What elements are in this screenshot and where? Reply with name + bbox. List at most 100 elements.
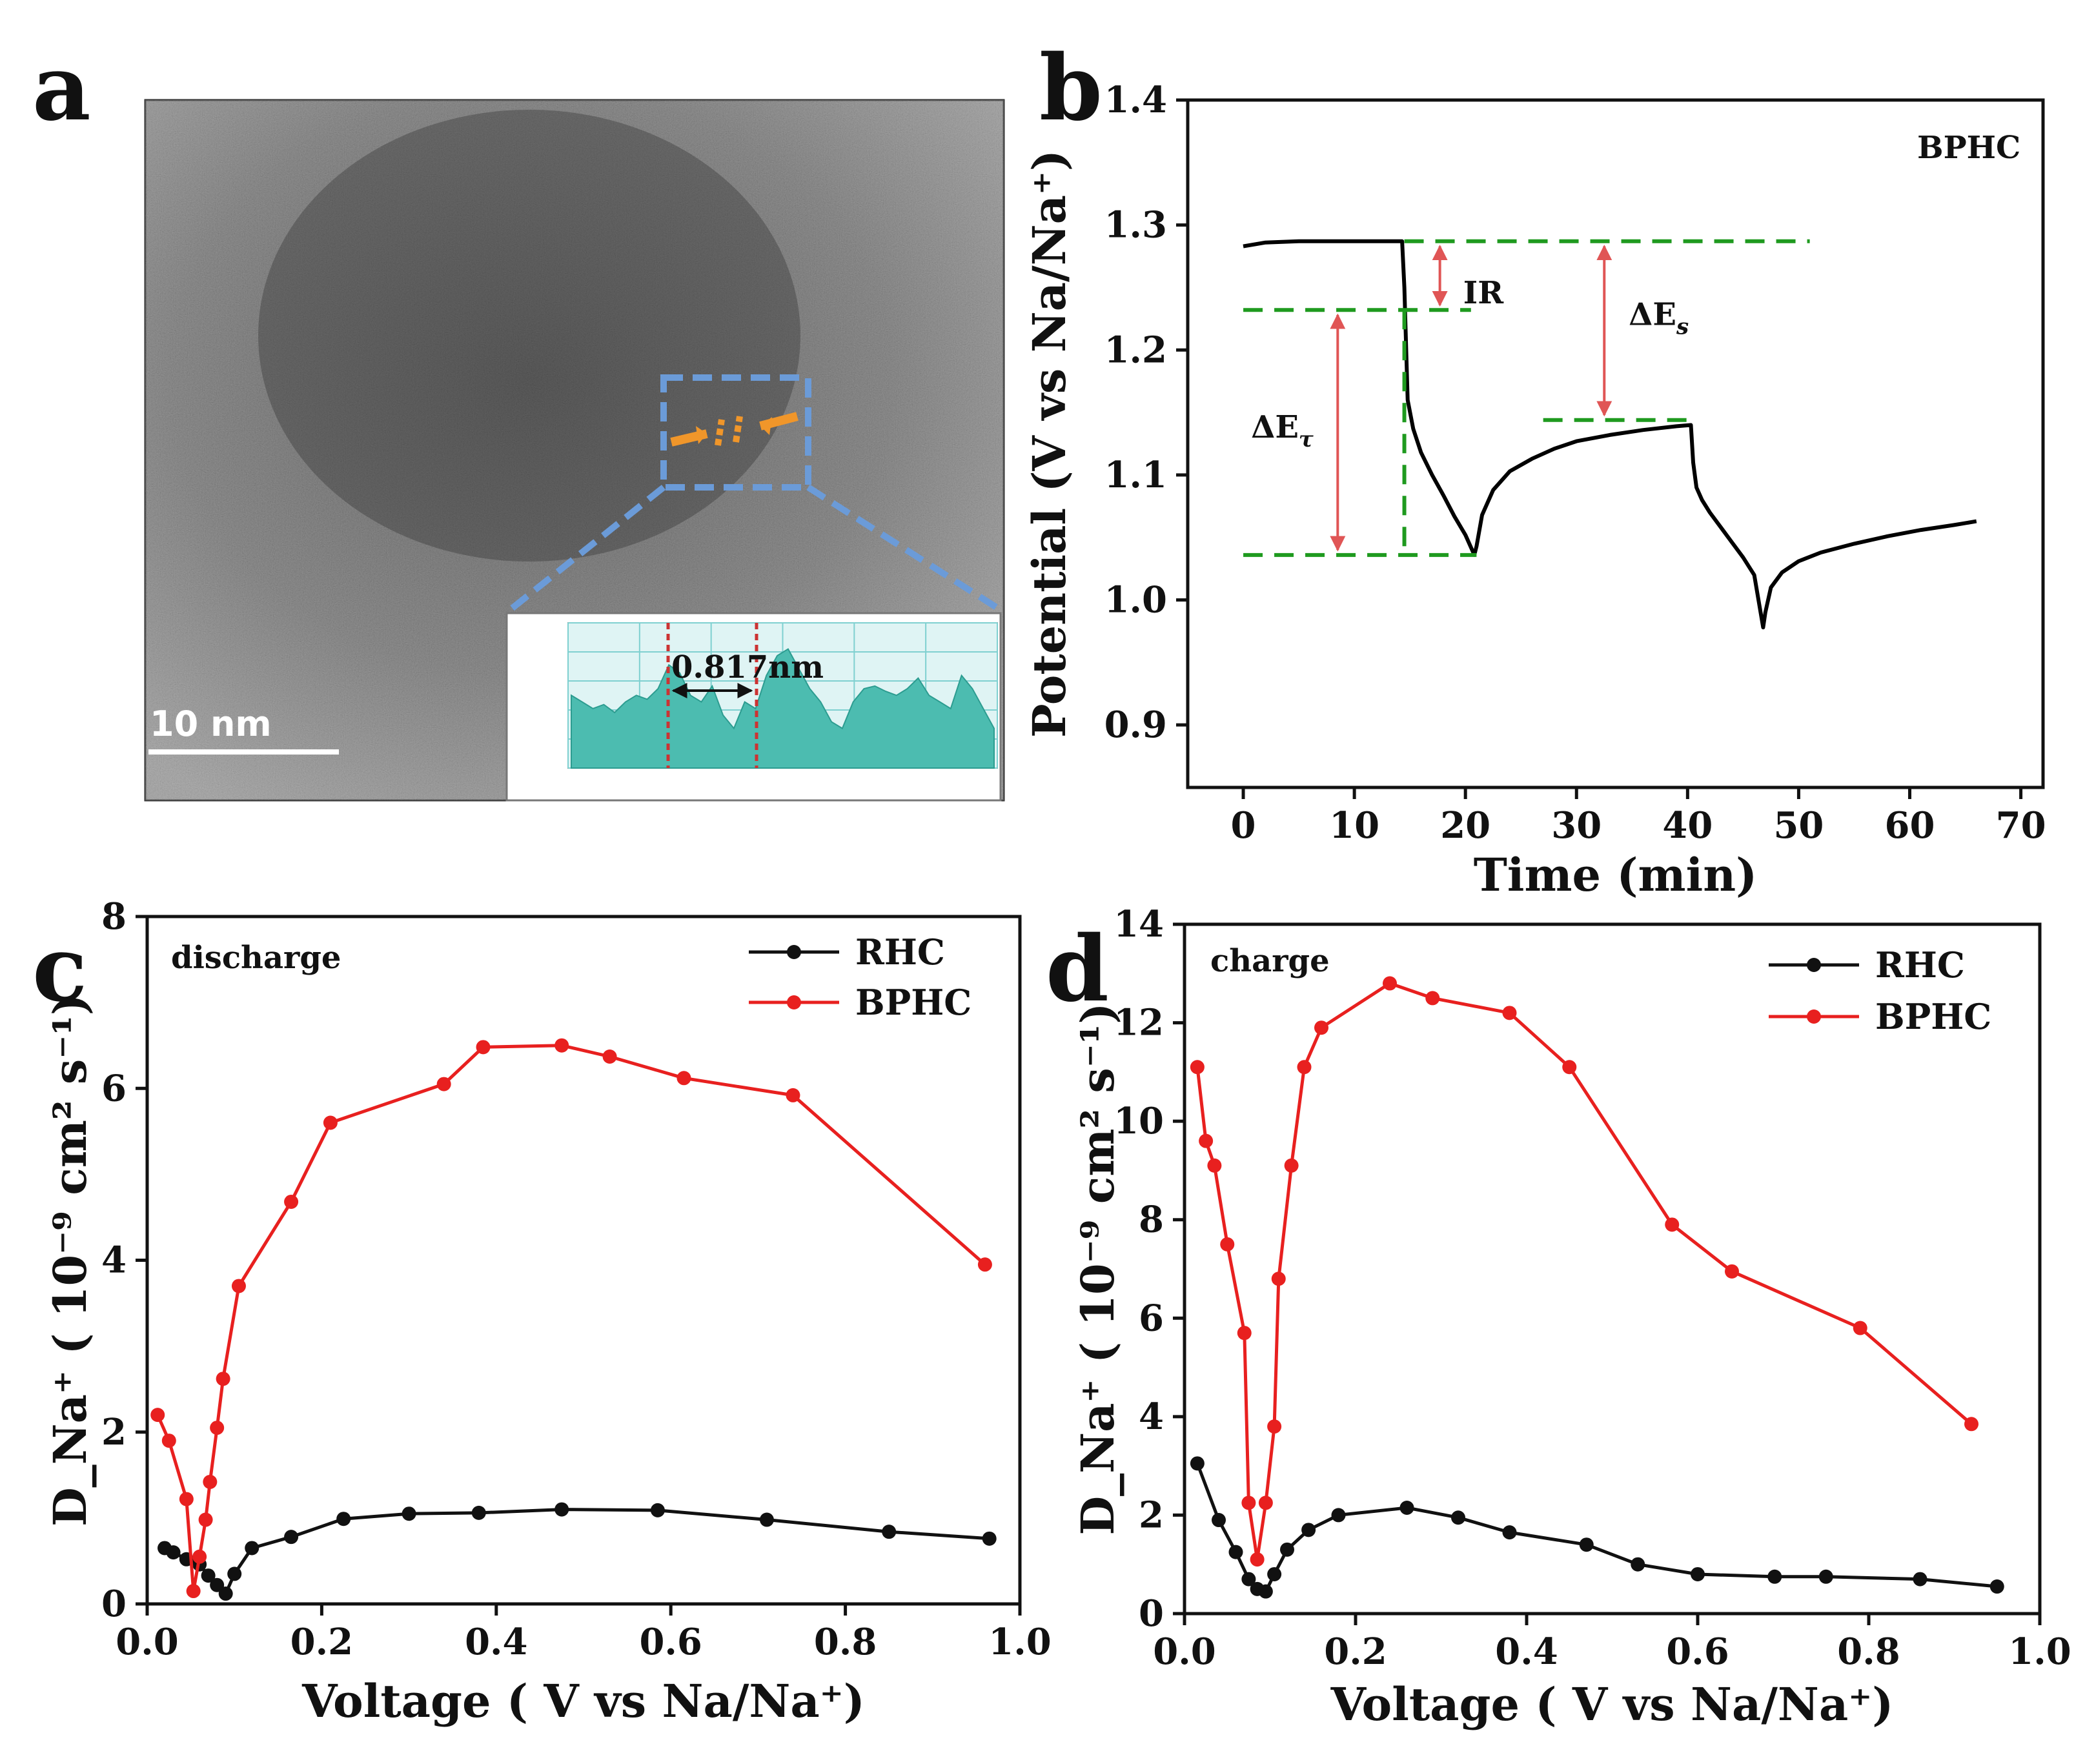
data-point-bphc — [476, 1040, 491, 1055]
plot-frame — [1186, 98, 2045, 789]
data-point-rhc — [1399, 1500, 1414, 1515]
data-point-rhc — [882, 1525, 897, 1539]
series-line-rhc — [1195, 1463, 1998, 1594]
data-point-rhc — [1913, 1572, 1927, 1587]
data-point-rhc — [1301, 1523, 1316, 1537]
data-point-bphc — [1190, 1060, 1205, 1075]
data-point-rhc — [1818, 1569, 1833, 1584]
data-point-bphc — [198, 1512, 213, 1527]
x-tick-label: 0.6 — [639, 1621, 702, 1663]
data-point-rhc — [1228, 1545, 1243, 1559]
data-point-rhc — [1331, 1508, 1346, 1523]
x-tick-label: 0.8 — [814, 1621, 877, 1663]
data-point-bphc — [1314, 1020, 1328, 1035]
data-point-bphc — [1220, 1237, 1235, 1252]
data-point-bphc — [676, 1071, 691, 1086]
annotation-es: ΔEs — [1629, 297, 1689, 340]
y-axis-label: Potential (V vs Na/Na⁺) — [1022, 150, 1076, 738]
panel-b-label: BPHC — [1917, 130, 2020, 166]
y-tick-label: 0 — [101, 1583, 127, 1625]
plot-frame — [1183, 922, 2042, 1616]
data-point-bphc — [210, 1421, 225, 1435]
x-tick-label: 60 — [1885, 804, 1935, 847]
data-point-bphc — [1284, 1158, 1299, 1173]
zoom-line-right — [806, 484, 1002, 613]
data-point-rhc — [759, 1512, 774, 1527]
annotation-ir: IR — [1463, 275, 1504, 311]
data-point-rhc — [471, 1505, 486, 1520]
selection-frame — [660, 374, 811, 491]
x-tick-label: 0.8 — [1837, 1630, 1900, 1673]
data-point-rhc — [1267, 1566, 1282, 1581]
x-tick-label: 0.2 — [1324, 1630, 1387, 1673]
x-tick-label: 0.0 — [116, 1621, 178, 1663]
x-tick-label: 70 — [1996, 804, 2046, 847]
x-tick-label: 1.0 — [988, 1621, 1051, 1663]
x-tick-label: 10 — [1329, 804, 1379, 847]
data-point-rhc — [1258, 1584, 1273, 1599]
legend-marker-bphc — [787, 995, 801, 1009]
data-point-bphc — [1267, 1419, 1282, 1434]
data-point-bphc — [1199, 1133, 1214, 1148]
series-line-rhc — [163, 1508, 990, 1596]
data-point-bphc — [203, 1474, 218, 1489]
x-tick-label: 50 — [1773, 804, 1824, 847]
y-tick-label: 14 — [1114, 903, 1164, 946]
panel-b: b 0 10 20 30 40 50 60 70 0.9 1.0 1.1 1.2 1.3 1.4 Time … — [1022, 35, 2046, 902]
inset-profile: 0.817nm — [505, 612, 1002, 802]
y-tick-label: 1.4 — [1104, 79, 1167, 121]
panel-letter-d: d — [1046, 917, 1109, 1022]
data-point-rhc — [1451, 1510, 1465, 1525]
data-point-bphc — [284, 1194, 299, 1209]
panel-d: d 0.0 0.2 0.4 0.6 0.8 1.0 0 2 4 6 8 10 12 14 Voltage (… — [1046, 903, 2071, 1731]
chart-c: 0.0 0.2 0.4 0.6 0.8 1.0 0 2 4 6 8 Voltage ( V vs Na… — [43, 895, 1052, 1728]
data-point-bphc — [977, 1257, 992, 1272]
data-point-rhc — [402, 1506, 416, 1521]
y-tick-label: 2 — [101, 1411, 127, 1454]
data-point-bphc — [1271, 1272, 1286, 1286]
chart-d: 0.0 0.2 0.4 0.6 0.8 1.0 0 2 4 6 8 10 12 14 Voltage ( V… — [1071, 903, 2071, 1731]
data-point-bphc — [554, 1038, 569, 1053]
data-point-bphc — [179, 1492, 194, 1506]
inset-profile-fill — [571, 648, 995, 769]
data-point-bphc — [186, 1584, 201, 1599]
data-point-rhc — [227, 1566, 242, 1581]
data-point-bphc — [1425, 991, 1440, 1006]
y-tick-label: 1.1 — [1104, 454, 1167, 496]
data-point-rhc — [1579, 1537, 1594, 1552]
panel-c-label: discharge — [171, 940, 341, 976]
y-tick-label: 0 — [1139, 1592, 1164, 1635]
x-tick-label: 0.2 — [290, 1621, 353, 1663]
y-tick-label: 1.2 — [1104, 329, 1167, 371]
data-point-rhc — [650, 1503, 665, 1517]
x-tick-label: 0.4 — [1495, 1630, 1558, 1673]
data-point-bphc — [1562, 1060, 1577, 1075]
data-point-bphc — [216, 1372, 230, 1386]
legend-marker-rhc — [1807, 958, 1821, 972]
data-point-bphc — [1241, 1495, 1256, 1510]
legend-label-rhc: RHC — [855, 931, 945, 973]
panel-letter-b: b — [1039, 35, 1103, 141]
legend-label-bphc: BPHC — [855, 982, 971, 1023]
scale-bar-label: 10 nm — [150, 704, 272, 744]
annotation-et: ΔEτ — [1251, 409, 1314, 452]
y-tick-label: 2 — [1139, 1494, 1164, 1536]
data-point-rhc — [201, 1568, 216, 1583]
y-tick-label: 4 — [1139, 1395, 1164, 1438]
x-tick-label: 0.6 — [1666, 1630, 1729, 1673]
data-point-rhc — [1989, 1579, 2004, 1594]
data-point-bphc — [1964, 1417, 1978, 1432]
data-point-bphc — [1207, 1158, 1222, 1173]
zoom-line-left — [507, 485, 666, 613]
data-point-bphc — [161, 1434, 176, 1448]
x-axis-label: Voltage ( V vs Na/Na⁺) — [1330, 1678, 1894, 1731]
legend-label-rhc: RHC — [1875, 944, 1965, 986]
y-tick-label: 4 — [101, 1239, 127, 1282]
y-tick-label: 1.3 — [1104, 204, 1167, 247]
data-point-bphc — [150, 1408, 165, 1423]
x-tick-label: 20 — [1440, 804, 1490, 847]
scale-bar: 10 nm — [148, 704, 339, 755]
legend-label-bphc: BPHC — [1875, 996, 1991, 1037]
legend-marker-rhc — [787, 945, 801, 959]
x-tick-label: 0.4 — [465, 1621, 527, 1663]
